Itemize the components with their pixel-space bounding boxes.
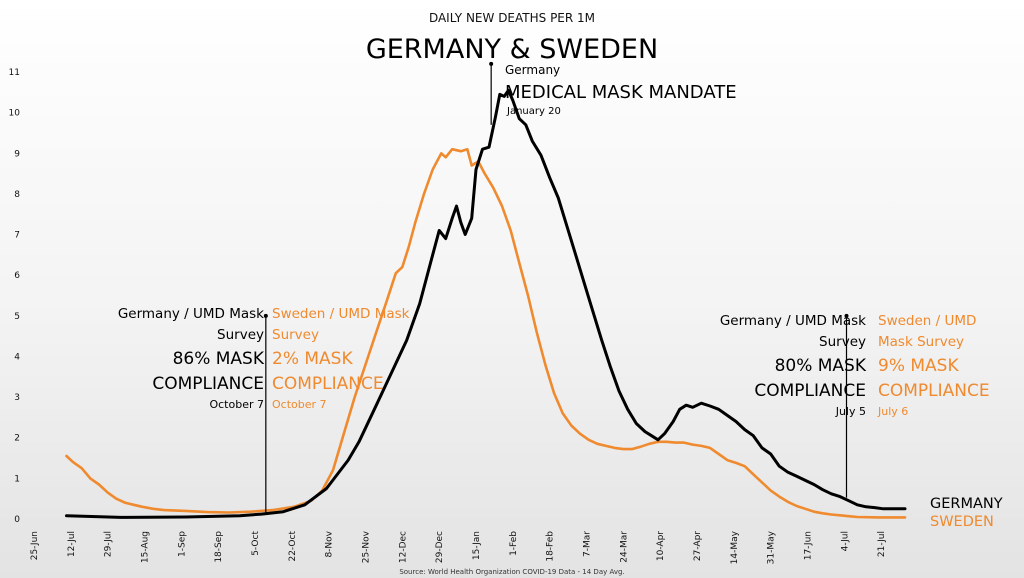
x-tick-label: 8-Nov — [325, 530, 335, 557]
x-tick-label: 24-Mar — [619, 531, 629, 563]
x-axis: 25-Jun 12-Jul 29-Jul 15-Aug 1-Sep 18-Sep 5-Oct… — [30, 530, 887, 564]
x-tick-label: 15-Aug — [141, 531, 151, 563]
chart-source: Source: World Health Organization COVID-… — [399, 568, 624, 576]
x-tick-label: 1-Sep — [177, 531, 187, 557]
jul-germany-word: COMPLIANCE — [754, 381, 866, 401]
x-tick-label: 17-Jun — [804, 531, 814, 560]
x-tick-label: 21-Jul — [877, 531, 887, 557]
x-tick-label: 7-Mar — [583, 531, 593, 557]
x-tick-label: 14-May — [730, 530, 740, 564]
x-tick-label: 29-Jul — [104, 531, 114, 557]
x-tick-label: 10-Apr — [656, 531, 666, 561]
y-tick-label: 9 — [14, 149, 20, 159]
series-line-germany — [65, 88, 907, 519]
x-tick-label: 29-Dec — [435, 531, 445, 563]
y-tick-label: 10 — [9, 109, 21, 119]
y-tick-label: 3 — [14, 393, 20, 403]
y-tick-label: 2 — [14, 434, 20, 444]
series-line-sweden — [65, 147, 907, 519]
chart-title: GERMANY & SWEDEN — [366, 34, 658, 65]
jul-sweden-word: COMPLIANCE — [878, 381, 990, 401]
mandate-annotation: Germany MEDICAL MASK MANDATE January 20 — [489, 61, 737, 125]
x-tick-label: 5-Oct — [251, 531, 261, 556]
jul-germany-date: July 5 — [835, 405, 866, 418]
x-tick-label: 18-Sep — [214, 531, 224, 563]
y-tick-label: 6 — [14, 271, 20, 281]
jul-germany-pct: 80% MASK — [775, 356, 867, 376]
x-tick-label: 15-Jan — [472, 531, 482, 560]
jul-sweden-pct: 9% MASK — [878, 356, 959, 376]
y-tick-label: 0 — [14, 515, 20, 525]
x-tick-label: 1-Feb — [509, 531, 519, 556]
y-tick-label: 4 — [14, 352, 20, 362]
x-tick-label: 25-Nov — [362, 530, 372, 563]
y-tick-label: 11 — [9, 68, 20, 78]
mandate-marker-dot — [489, 61, 494, 66]
y-tick-label: 1 — [14, 474, 20, 484]
x-tick-label: 4-Jul — [840, 531, 850, 551]
oct-germany-date: October 7 — [209, 398, 264, 411]
x-tick-label: 12-Dec — [398, 531, 408, 563]
x-tick-label: 27-Apr — [693, 531, 703, 561]
oct-germany-survey-line2: Survey — [217, 327, 264, 343]
july-annotation: Germany / UMD Mask Survey 80% MASK COMPL… — [720, 313, 990, 498]
x-tick-label: 22-Oct — [288, 531, 298, 562]
jul-sweden-survey-line2: Mask Survey — [878, 334, 964, 350]
x-tick-label: 31-May — [767, 530, 777, 564]
july-marker-dot — [844, 313, 849, 318]
oct-sweden-survey-line1: Sweden / UMD Mask — [272, 306, 410, 322]
x-tick-label: 12-Jul — [67, 531, 77, 557]
mandate-date: January 20 — [506, 106, 561, 117]
chart-subtitle: DAILY NEW DEATHS PER 1M — [429, 11, 595, 25]
y-tick-label: 8 — [14, 190, 20, 200]
october-marker-dot — [263, 313, 268, 318]
oct-germany-pct: 86% MASK — [173, 349, 265, 369]
x-tick-label: 18-Feb — [546, 531, 556, 562]
jul-sweden-date: July 6 — [877, 405, 908, 418]
mandate-headline: MEDICAL MASK MANDATE — [505, 82, 737, 103]
oct-germany-survey-line1: Germany / UMD Mask — [118, 306, 264, 322]
jul-germany-survey-line1: Germany / UMD Mask — [720, 313, 866, 329]
october-annotation: Germany / UMD Mask Survey 86% MASK COMPL… — [118, 306, 410, 514]
y-tick-label: 5 — [14, 312, 20, 322]
y-axis: 0 1 2 3 4 5 6 7 8 9 10 11 — [9, 68, 21, 525]
x-tick-label: 25-Jun — [30, 531, 40, 560]
jul-germany-survey-line2: Survey — [819, 334, 866, 350]
legend-germany: GERMANY — [930, 496, 1003, 512]
oct-sweden-word: COMPLIANCE — [272, 374, 384, 394]
oct-germany-word: COMPLIANCE — [152, 374, 264, 394]
y-tick-label: 7 — [14, 231, 20, 241]
legend-sweden: SWEDEN — [930, 514, 994, 530]
mandate-country: Germany — [505, 63, 560, 77]
jul-sweden-survey-line1: Sweden / UMD — [878, 313, 976, 329]
oct-sweden-survey-line2: Survey — [272, 327, 319, 343]
oct-sweden-date: October 7 — [272, 398, 327, 411]
oct-sweden-pct: 2% MASK — [272, 349, 353, 369]
